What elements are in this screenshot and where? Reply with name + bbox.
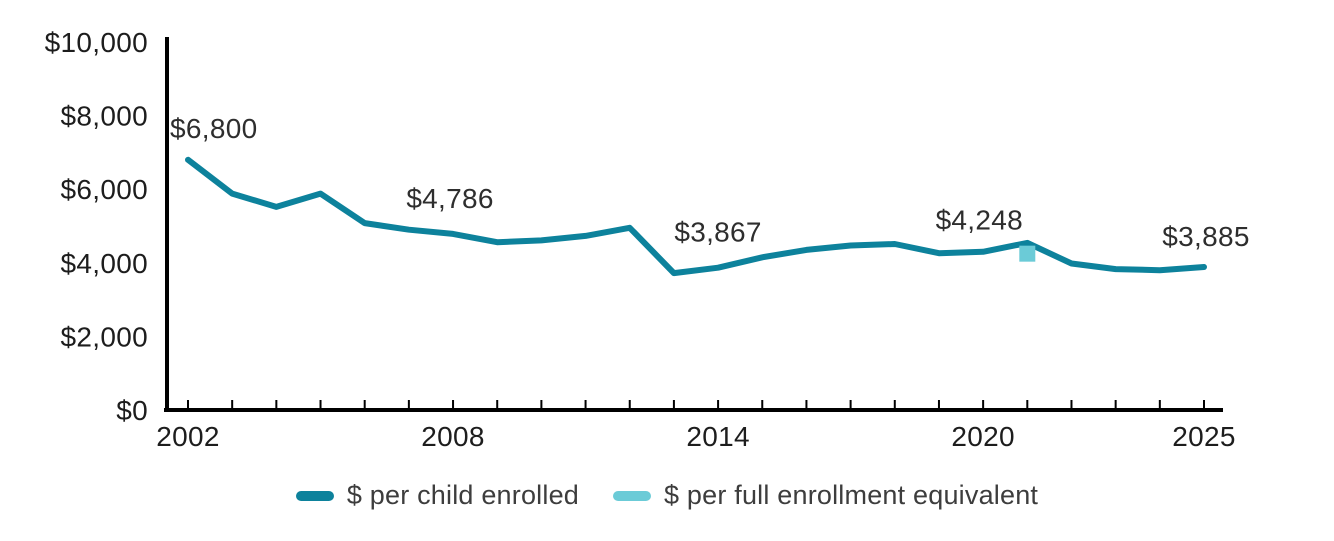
chart-legend: $ per child enrolled $ per full enrollmen…: [0, 480, 1334, 511]
y-axis-line: [165, 37, 169, 412]
x-axis-tick: [1070, 400, 1073, 408]
x-axis-tick: [496, 400, 499, 408]
x-axis-tick-label: 2014: [686, 421, 750, 452]
x-axis-tick: [1203, 400, 1205, 408]
series-point-full-enrollment-equivalent: [1019, 245, 1036, 262]
data-label: $4,786: [406, 183, 493, 214]
x-axis-tick-label: 2008: [421, 421, 485, 452]
legend-label: $ per child enrolled: [346, 480, 580, 510]
legend-label: $ per full enrollment equivalent: [664, 480, 1039, 510]
x-axis-tick: [452, 400, 455, 408]
x-axis-tick: [187, 400, 189, 408]
x-axis-tick: [275, 400, 278, 408]
x-axis-tick: [1114, 400, 1117, 408]
x-axis-tick: [717, 400, 720, 408]
data-label: $3,867: [674, 217, 761, 248]
x-axis-tick: [805, 400, 808, 408]
x-axis-tick: [584, 400, 587, 408]
legend-swatch-icon: [613, 490, 652, 501]
x-axis-tick: [1026, 400, 1029, 408]
x-axis-tick: [982, 400, 985, 408]
x-axis-tick: [363, 400, 366, 408]
x-axis-tick: [231, 400, 234, 408]
x-axis-tick-label: 2002: [156, 421, 220, 452]
x-axis-tick-label: 2025: [1172, 421, 1236, 452]
x-axis-tick: [319, 400, 322, 408]
x-axis-line: [164, 408, 1223, 412]
x-axis-tick: [672, 400, 675, 408]
x-axis-tick: [407, 400, 410, 408]
y-axis-tick-label: $8,000: [61, 101, 148, 132]
x-axis-tick: [761, 400, 764, 408]
x-axis-tick: [849, 400, 852, 408]
legend-item: $ per full enrollment equivalent: [613, 480, 1038, 511]
legend-item: $ per child enrolled: [295, 480, 580, 511]
legend-swatch-icon: [295, 490, 334, 501]
data-label: $4,248: [936, 205, 1023, 236]
data-label: $3,885: [1162, 221, 1249, 252]
y-axis-tick-label: $6,000: [61, 174, 148, 205]
y-axis-tick-label: $0: [116, 395, 148, 426]
line-chart: $0 $2,000 $4,000 $6,000 $8,000 $10,000 2002 200…: [45, 27, 1250, 452]
y-axis-tick-label: $10,000: [45, 27, 148, 58]
x-axis-tick: [1158, 400, 1161, 408]
data-label: $6,800: [170, 113, 257, 144]
y-axis-tick-label: $4,000: [61, 248, 148, 279]
x-axis-tick: [540, 400, 543, 408]
y-axis-tick-label: $2,000: [61, 321, 148, 352]
x-axis-tick: [628, 400, 631, 408]
x-axis-tick: [893, 400, 896, 408]
x-axis-tick-label: 2020: [951, 421, 1015, 452]
x-axis-tick: [937, 400, 940, 408]
